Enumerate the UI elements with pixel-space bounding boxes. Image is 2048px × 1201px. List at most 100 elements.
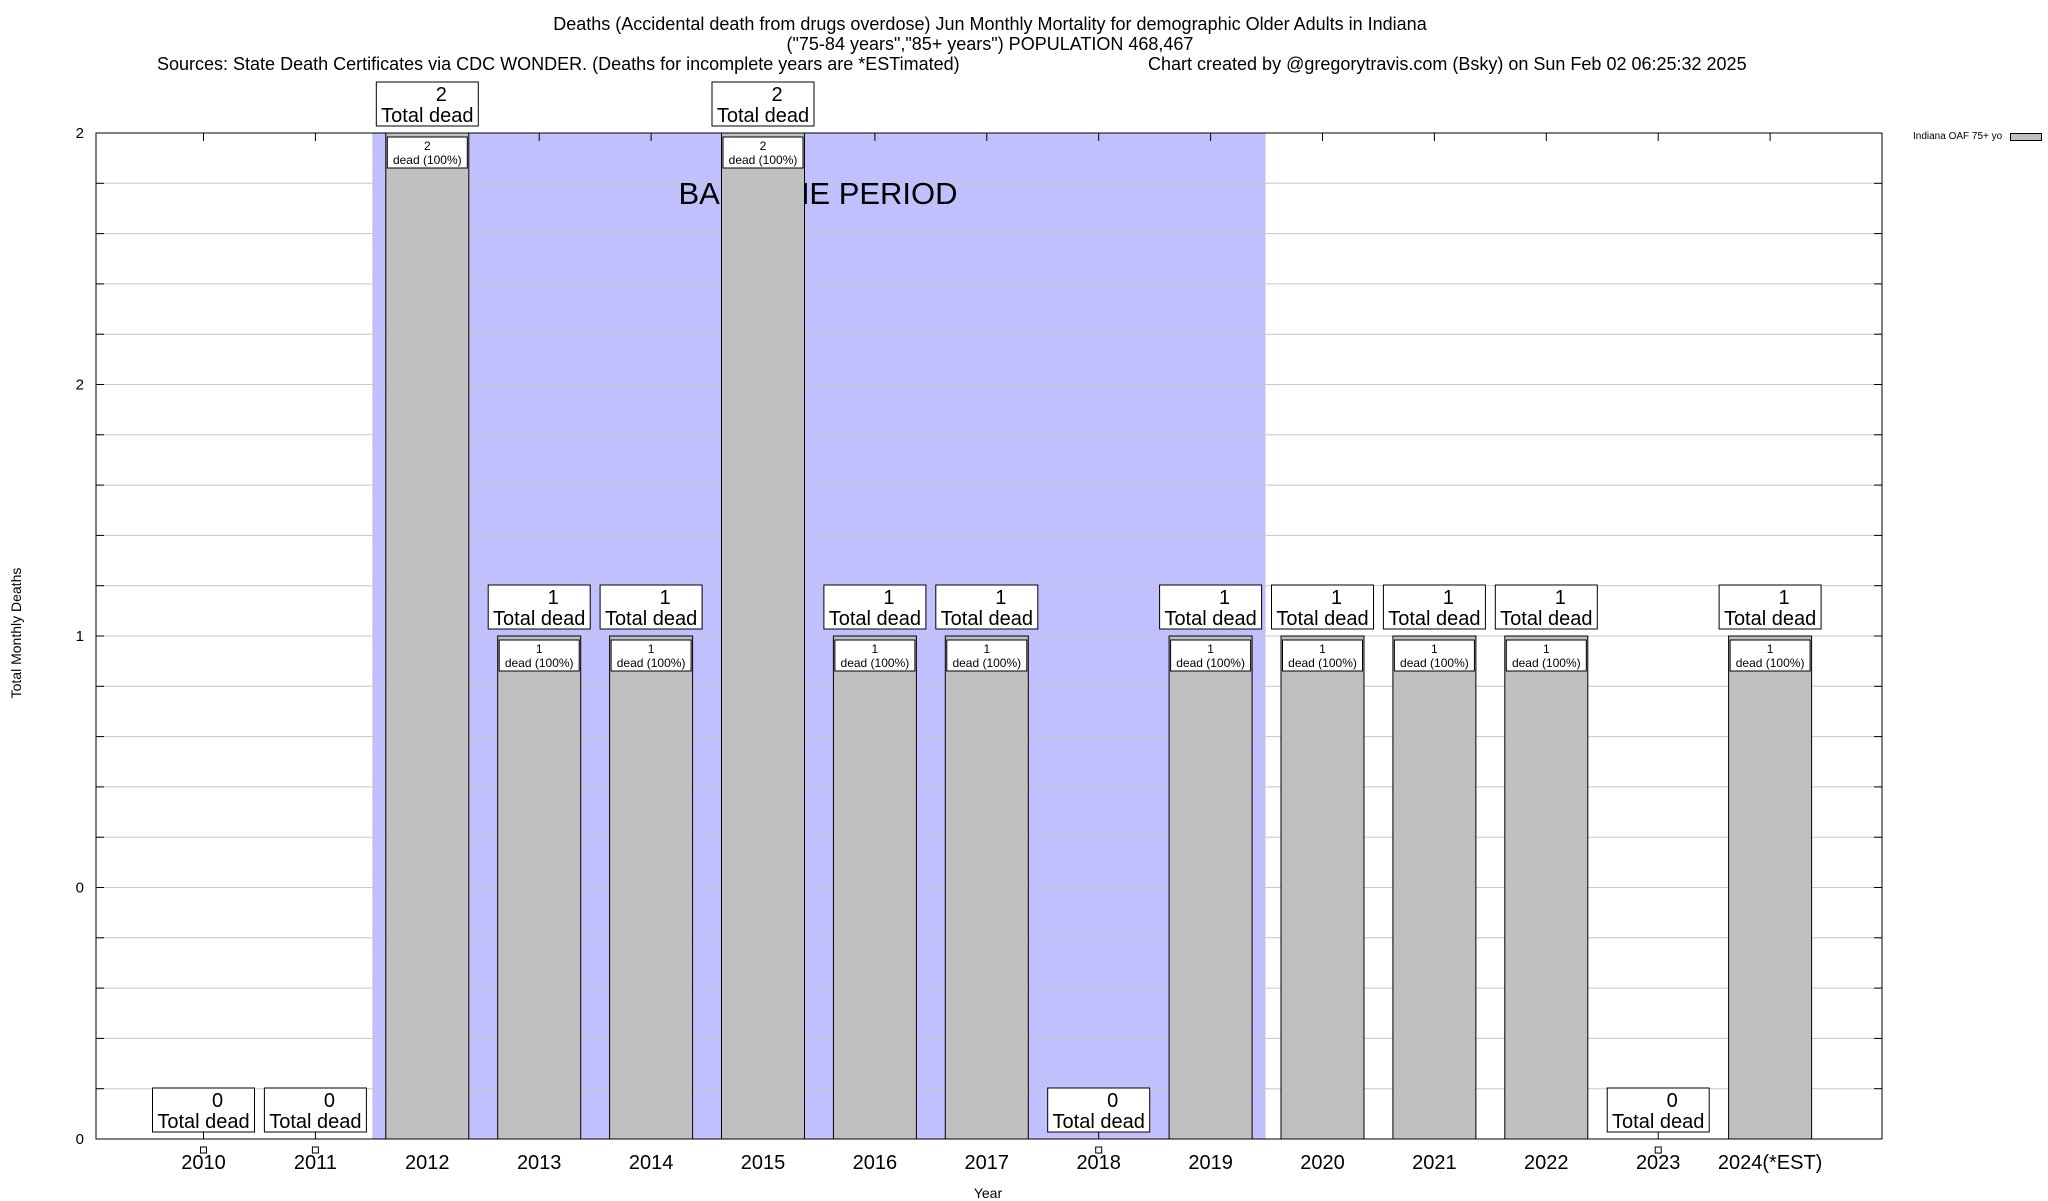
total-label-text: Total dead bbox=[1500, 608, 1592, 630]
total-label-value: 0 bbox=[324, 1090, 335, 1112]
x-tick-label: 2019 bbox=[1188, 1152, 1233, 1174]
total-label-text: Total dead bbox=[717, 105, 809, 127]
total-label-value: 1 bbox=[883, 587, 894, 609]
bar-inner-percent: dead (100%) bbox=[393, 153, 462, 167]
bar-inner-percent: dead (100%) bbox=[617, 656, 686, 670]
total-label-value: 0 bbox=[1667, 1090, 1678, 1112]
total-label-box bbox=[711, 81, 815, 127]
bar bbox=[1280, 635, 1365, 1140]
bar-inner-count: 2 bbox=[760, 139, 767, 153]
bar bbox=[832, 635, 917, 1140]
chart-credit: Chart created by @gregorytravis.com (Bsk… bbox=[1148, 54, 1747, 74]
total-label-value: 1 bbox=[1219, 587, 1230, 609]
total-label-text: Total dead bbox=[1276, 608, 1368, 630]
x-tick-label: 2022 bbox=[1524, 1152, 1569, 1174]
bar bbox=[497, 635, 582, 1140]
bar-inner-label-box bbox=[498, 639, 580, 672]
total-label-text: Total dead bbox=[829, 608, 921, 630]
bar bbox=[1168, 635, 1253, 1140]
bar-inner-label-box bbox=[1505, 639, 1587, 672]
total-label-value: 1 bbox=[1443, 587, 1454, 609]
x-tick-label: 2012 bbox=[405, 1152, 450, 1174]
bar-inner-label-box bbox=[1393, 639, 1475, 672]
total-label-box bbox=[823, 584, 927, 630]
bar-inner-label-box bbox=[386, 136, 468, 169]
zero-marker bbox=[1095, 1146, 1103, 1154]
total-label-value: 1 bbox=[548, 587, 559, 609]
total-label-text: Total dead bbox=[381, 105, 473, 127]
total-label-box bbox=[1606, 1087, 1710, 1133]
bar bbox=[1392, 635, 1477, 1140]
chart-legend: Indiana OAF 75+ yo bbox=[1913, 131, 2043, 142]
total-label-value: 2 bbox=[436, 84, 447, 106]
y-tick-label: 2 bbox=[76, 377, 84, 394]
legend-swatch bbox=[2010, 132, 2043, 141]
chart-title: Deaths (Accidental death from drugs over… bbox=[0, 14, 1980, 54]
total-label-box bbox=[263, 1087, 367, 1133]
y-axis-label: Total Monthly Deaths bbox=[8, 567, 24, 699]
bar-inner-percent: dead (100%) bbox=[1736, 656, 1805, 670]
bar-inner-percent: dead (100%) bbox=[729, 153, 798, 167]
total-label-box bbox=[599, 584, 703, 630]
total-label-box bbox=[375, 81, 479, 127]
bar-inner-label-box bbox=[1729, 639, 1811, 672]
x-tick-label: 2020 bbox=[1300, 1152, 1345, 1174]
total-label-value: 1 bbox=[995, 587, 1006, 609]
x-tick-label: 2023 bbox=[1636, 1152, 1681, 1174]
bar-inner-count: 1 bbox=[648, 642, 655, 656]
bar-inner-count: 1 bbox=[1319, 642, 1326, 656]
bar-inner-count: 1 bbox=[536, 642, 543, 656]
bar-inner-percent: dead (100%) bbox=[1176, 656, 1245, 670]
plot-border bbox=[95, 132, 1883, 1140]
x-tick-label: 2013 bbox=[517, 1152, 562, 1174]
bar bbox=[1504, 635, 1589, 1140]
total-label-value: 1 bbox=[1779, 587, 1790, 609]
bar-inner-percent: dead (100%) bbox=[1512, 656, 1581, 670]
bar bbox=[721, 132, 805, 1140]
chart-title-line-2: ("75-84 years","85+ years") POPULATION 4… bbox=[786, 34, 1194, 54]
total-label-box bbox=[1159, 584, 1263, 630]
total-label-text: Total dead bbox=[605, 608, 697, 630]
total-label-value: 1 bbox=[660, 587, 671, 609]
bar-inner-label-box bbox=[722, 136, 804, 169]
chart-title-line-1: Deaths (Accidental death from drugs over… bbox=[553, 14, 1427, 34]
total-label-text: Total dead bbox=[269, 1111, 361, 1133]
bar-inner-percent: dead (100%) bbox=[1288, 656, 1357, 670]
total-label-value: 2 bbox=[771, 84, 782, 106]
x-axis-label: Year bbox=[973, 1185, 1003, 1201]
total-label-text: Total dead bbox=[1164, 608, 1256, 630]
total-label-box bbox=[1494, 584, 1598, 630]
total-label-value: 0 bbox=[212, 1090, 223, 1112]
y-tick-label: 1 bbox=[76, 628, 84, 645]
bar-inner-label-box bbox=[610, 639, 692, 672]
y-tick-label: 2 bbox=[76, 125, 84, 142]
total-label-value: 1 bbox=[1555, 587, 1566, 609]
zero-marker bbox=[1654, 1146, 1662, 1154]
bar-inner-label-box bbox=[946, 639, 1028, 672]
total-label-text: Total dead bbox=[1612, 1111, 1704, 1133]
total-label-box bbox=[1718, 584, 1822, 630]
x-tick-label: 2021 bbox=[1412, 1152, 1457, 1174]
baseline-period-band bbox=[372, 133, 1266, 1139]
bar-inner-count: 1 bbox=[872, 642, 879, 656]
bar-inner-percent: dead (100%) bbox=[841, 656, 910, 670]
total-label-text: Total dead bbox=[1053, 1111, 1145, 1133]
bar-inner-label-box bbox=[834, 639, 916, 672]
total-label-value: 0 bbox=[1107, 1090, 1118, 1112]
bar-inner-count: 1 bbox=[1431, 642, 1438, 656]
total-label-box bbox=[935, 584, 1039, 630]
baseline-period-label: BASELINE PERIOD bbox=[678, 176, 957, 211]
bar-inner-count: 1 bbox=[983, 642, 990, 656]
chart-sources: Sources: State Death Certificates via CD… bbox=[157, 54, 960, 74]
x-tick-label: 2011 bbox=[294, 1152, 337, 1174]
x-tick-label: 2017 bbox=[965, 1152, 1010, 1174]
bar bbox=[385, 132, 470, 1140]
bar-inner-label-box bbox=[1170, 639, 1252, 672]
total-label-box bbox=[1382, 584, 1486, 630]
total-label-text: Total dead bbox=[1388, 608, 1480, 630]
bar-inner-label-box bbox=[1282, 639, 1363, 672]
total-label-text: Total dead bbox=[157, 1111, 249, 1133]
y-tick-label: 0 bbox=[76, 880, 84, 897]
bar-inner-percent: dead (100%) bbox=[952, 656, 1021, 670]
